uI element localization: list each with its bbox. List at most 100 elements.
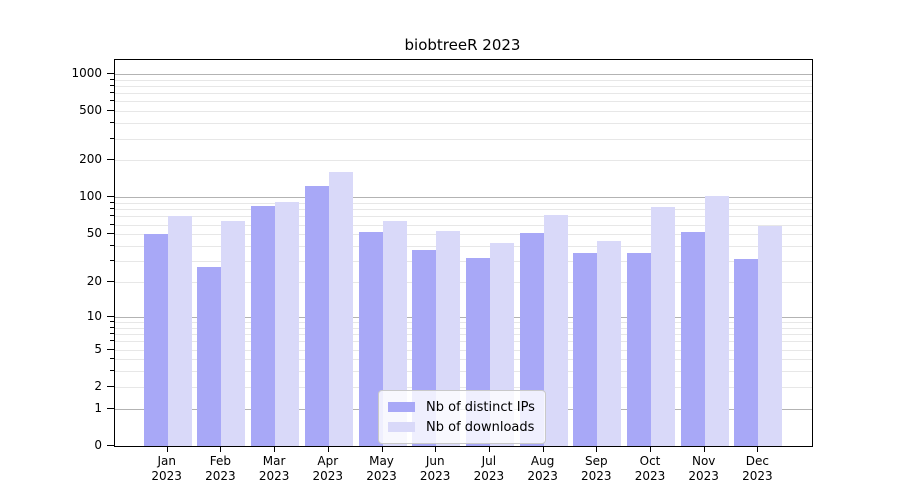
x-tick-label: Oct 2023 — [634, 454, 666, 483]
bar-distinct-ips — [680, 232, 705, 446]
legend-row: Nb of downloads — [388, 417, 535, 437]
minor-gridline — [115, 123, 812, 125]
y-minor-tick-mark — [110, 92, 114, 94]
y-minor-tick-mark — [110, 358, 114, 360]
bar-downloads — [651, 206, 675, 446]
minor-gridline — [115, 341, 812, 343]
x-tick-mark — [435, 447, 437, 452]
y-tick-mark — [107, 315, 114, 317]
minor-gridline — [115, 138, 812, 140]
y-tick-mark — [107, 281, 114, 283]
minor-gridline — [115, 209, 812, 211]
bar-downloads — [597, 241, 622, 446]
x-tick-mark — [596, 447, 598, 452]
y-tick-mark — [107, 159, 114, 161]
minor-gridline — [115, 386, 812, 388]
y-minor-tick-mark — [110, 326, 114, 328]
y-tick-label: 50 — [86, 226, 102, 241]
legend: Nb of distinct IPs Nb of downloads — [378, 390, 546, 444]
minor-gridline — [115, 203, 812, 205]
minor-gridline — [115, 327, 812, 329]
bar-distinct-ips — [251, 206, 276, 446]
y-tick-label: 200 — [79, 152, 102, 167]
x-tick-mark — [650, 447, 651, 452]
x-tick-mark — [488, 447, 490, 452]
bar-distinct-ips — [304, 185, 329, 446]
legend-label: Nb of distinct IPs — [426, 399, 535, 415]
bar-distinct-ips — [143, 234, 168, 446]
y-tick-label: 500 — [79, 103, 102, 118]
y-tick-label: 20 — [86, 274, 102, 289]
x-tick-label: Nov 2023 — [688, 454, 719, 483]
y-tick-label: 2 — [94, 378, 102, 393]
minor-gridline — [115, 234, 812, 236]
x-tick-label: Jan 2023 — [151, 454, 182, 483]
y-tick-label: 0 — [94, 438, 102, 452]
x-tick-label: Jul 2023 — [473, 454, 505, 483]
y-tick-mark — [107, 407, 114, 409]
y-minor-tick-mark — [110, 333, 114, 335]
y-minor-tick-mark — [110, 100, 114, 102]
y-tick-label: 100 — [79, 189, 102, 204]
legend-row: Nb of distinct IPs — [388, 397, 535, 417]
x-tick-label: Dec 2023 — [742, 454, 773, 483]
x-tick-mark — [381, 447, 383, 452]
minor-gridline — [115, 93, 812, 95]
minor-gridline — [115, 85, 812, 87]
y-tick-mark — [107, 72, 114, 74]
chart-title: biobtreeR 2023 — [404, 36, 521, 54]
y-tick-mark — [107, 110, 114, 112]
legend-swatch-downloads — [388, 422, 415, 432]
minor-gridline — [115, 261, 812, 263]
minor-gridline — [115, 334, 812, 336]
x-tick-label: Aug 2023 — [527, 454, 558, 483]
bar-downloads — [167, 216, 192, 446]
x-tick-mark — [220, 447, 222, 452]
y-tick-mark — [107, 348, 114, 350]
minor-gridline — [115, 79, 812, 81]
bar-downloads — [758, 225, 783, 446]
y-minor-tick-mark — [110, 137, 114, 139]
x-tick-label: Jun 2023 — [419, 454, 451, 483]
x-tick-label: Sep 2023 — [581, 454, 612, 483]
minor-gridline — [115, 160, 812, 162]
minor-gridline — [115, 216, 812, 218]
bar-downloads — [704, 196, 729, 446]
x-tick-label: Feb 2023 — [205, 454, 236, 483]
y-minor-tick-mark — [110, 260, 114, 262]
y-tick-label: 1000 — [71, 65, 102, 80]
plot-area: Nb of distinct IPs Nb of downloads — [114, 59, 813, 447]
minor-gridline — [115, 101, 812, 103]
x-tick-label: Mar 2023 — [258, 454, 290, 483]
bar-distinct-ips — [627, 253, 651, 446]
y-tick-label: 10 — [86, 308, 102, 323]
major-gridline — [115, 316, 812, 318]
y-tick-mark — [107, 233, 114, 235]
y-minor-tick-mark — [110, 370, 114, 372]
y-minor-tick-mark — [110, 122, 114, 124]
y-minor-tick-mark — [110, 223, 114, 225]
x-tick-mark — [757, 447, 759, 452]
minor-gridline — [115, 322, 812, 323]
bar-distinct-ips — [197, 266, 222, 446]
y-tick-mark — [107, 445, 114, 446]
x-tick-mark — [166, 447, 168, 452]
bar-downloads — [543, 214, 568, 446]
minor-gridline — [115, 371, 812, 373]
minor-gridline — [115, 349, 812, 351]
minor-gridline — [115, 246, 812, 247]
y-tick-mark — [107, 385, 114, 387]
y-minor-tick-mark — [110, 208, 114, 210]
bar-distinct-ips — [573, 253, 598, 446]
bar-downloads — [221, 221, 246, 446]
y-minor-tick-mark — [110, 78, 114, 80]
x-tick-mark — [542, 447, 544, 452]
x-tick-mark — [327, 447, 329, 452]
y-minor-tick-mark — [110, 215, 114, 217]
x-tick-label: Apr 2023 — [312, 454, 344, 483]
legend-label: Nb of downloads — [426, 419, 535, 435]
bar-downloads — [275, 201, 300, 446]
minor-gridline — [115, 224, 812, 226]
y-minor-tick-mark — [110, 321, 114, 322]
